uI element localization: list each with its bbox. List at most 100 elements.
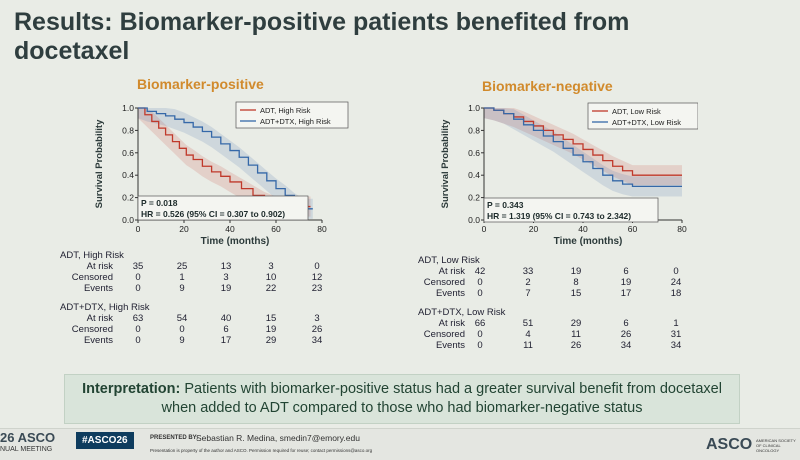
neg-stats-line-0: P = 0.343	[487, 200, 524, 210]
neg-risk-cell: 29	[570, 318, 582, 329]
pos-risk-row-label: At risk	[86, 261, 113, 272]
neg-risk-cell: 24	[670, 277, 682, 288]
neg-risk-cell: 51	[522, 318, 534, 329]
pos-legend-label-0: ADT, High Risk	[260, 106, 311, 115]
pos-risk-cell: 54	[176, 313, 188, 324]
pos-risk-group-name: ADT+DTX, High Risk	[60, 302, 150, 313]
pos-risk-row: Events 0 9 17 29 34	[0, 335, 360, 346]
presenter-name: Sebastian R. Medina, smedin7@emory.edu	[196, 433, 360, 443]
pos-risk-cell: 40	[220, 313, 232, 324]
neg-legend-label-1: ADT+DTX, Low Risk	[612, 118, 681, 127]
pos-risk-cell: 3	[223, 272, 229, 283]
pos-risk-cell: 26	[311, 324, 323, 335]
pos-xtick-label: 80	[317, 224, 327, 234]
neg-risk-row-label: At risk	[438, 318, 465, 329]
interpretation-text: Patients with biomarker-positive status …	[161, 381, 722, 416]
risk-table-negative: ADT, Low Risk At risk 42 33 19 6 0 Censored 0 2 8 1…	[380, 255, 720, 351]
pos-risk-row-label: Events	[83, 335, 113, 346]
pos-risk-cell: 29	[265, 335, 277, 346]
neg-risk-cell: 0	[477, 288, 483, 299]
neg-risk-cell: 8	[573, 277, 579, 288]
pos-risk-cell: 12	[311, 272, 323, 283]
pos-risk-cell: 34	[311, 335, 323, 346]
pos-ytick-label: 0.2	[122, 193, 134, 203]
pos-risk-cell: 25	[176, 261, 188, 272]
neg-ytick-label: 1.0	[468, 103, 480, 113]
interpretation-box: Interpretation: Patients with biomarker-…	[64, 374, 740, 424]
neg-series-line-1	[484, 107, 682, 188]
neg-xtick-label: 60	[628, 224, 638, 234]
neg-xlabel: Time (months)	[554, 236, 623, 247]
neg-ytick-label: 0.0	[468, 215, 480, 225]
neg-risk-row-label: Censored	[423, 277, 465, 288]
pos-stats-line-0: P = 0.018	[141, 198, 178, 208]
neg-risk-cell: 26	[620, 329, 632, 340]
pos-risk-group-name: ADT, High Risk	[60, 250, 124, 261]
neg-risk-cell: 19	[620, 277, 632, 288]
neg-risk-cell: 42	[474, 266, 486, 277]
pos-xtick-label: 0	[136, 224, 141, 234]
neg-risk-cell: 6	[623, 266, 629, 277]
neg-risk-cell: 7	[525, 288, 531, 299]
neg-risk-cell: 2	[525, 277, 531, 288]
pos-risk-cell: 35	[132, 261, 144, 272]
pos-xtick-label: 20	[179, 224, 189, 234]
neg-risk-cell: 17	[620, 288, 632, 299]
neg-risk-cell: 18	[670, 288, 682, 299]
pos-risk-cell: 0	[135, 324, 141, 335]
neg-xtick-label: 20	[529, 224, 539, 234]
pos-risk-cell: 6	[223, 324, 229, 335]
pos-ytick-label: 0.4	[122, 170, 134, 180]
neg-risk-cell: 0	[673, 266, 679, 277]
pos-risk-cell: 10	[265, 272, 277, 283]
neg-risk-cell: 34	[620, 340, 632, 351]
neg-ytick-label: 0.2	[468, 193, 480, 203]
neg-risk-cell: 66	[474, 318, 486, 329]
asco-society-name: AMERICAN SOCIETY OF CLINICAL ONCOLOGY	[756, 438, 796, 453]
panel-title-negative: Biomarker-negative	[482, 78, 613, 94]
pos-xlabel: Time (months)	[201, 236, 270, 246]
neg-risk-group-name: ADT, Low Risk	[418, 255, 480, 266]
km-chart-negative: Survival Probability 0.0 0.2 0.4 0.6 0.8 1.0 0 2…	[440, 102, 698, 247]
km-chart-positive: Survival Probability 0.0 0.2 0.4 0.6 0.8 1.0 0 2…	[94, 101, 349, 246]
pos-xtick-label: 40	[225, 224, 235, 234]
neg-risk-row-label: Events	[435, 288, 465, 299]
pos-stats-box	[137, 195, 309, 221]
pos-risk-cell: 0	[135, 335, 141, 346]
pos-ci-band-1	[138, 108, 313, 219]
pos-risk-cell: 9	[179, 283, 185, 294]
pos-risk-row-label: At risk	[86, 313, 113, 324]
neg-risk-cell: 6	[623, 318, 629, 329]
pos-ytick-label: 0.0	[122, 215, 134, 225]
pos-ytick-label: 1.0	[122, 103, 134, 113]
neg-risk-group-name: ADT+DTX, Low Risk	[418, 307, 506, 318]
pos-stats-line-1: HR = 0.526 (95% CI = 0.307 to 0.902)	[141, 209, 285, 219]
pos-risk-cell: 19	[220, 283, 232, 294]
neg-risk-row: Censored 0 2 8 19 24	[380, 277, 720, 288]
pos-risk-cell: 13	[220, 261, 232, 272]
risk-table-positive: ADT, High Risk At risk 35 25 13 3 0 Censored 0 1 3…	[0, 250, 360, 346]
pos-risk-cell: 0	[135, 283, 141, 294]
neg-ytick-label: 0.6	[468, 148, 480, 158]
pos-series-line-1	[138, 107, 313, 210]
neg-xtick-label: 0	[482, 224, 487, 234]
meeting-subtitle: NUAL MEETING	[0, 446, 53, 453]
pos-risk-row-label: Events	[83, 283, 113, 294]
presented-by-label: PRESENTED BY:	[150, 435, 199, 441]
pos-risk-row-label: Censored	[71, 272, 113, 283]
neg-ytick-label: 0.4	[468, 170, 480, 180]
pos-risk-cell: 22	[265, 283, 277, 294]
pos-ytick-label: 0.8	[122, 125, 134, 135]
neg-stats-box	[483, 197, 659, 223]
pos-risk-cell: 17	[220, 335, 232, 346]
pos-risk-cell: 3	[268, 261, 274, 272]
neg-risk-row-label: Censored	[423, 329, 465, 340]
pos-xtick-label: 60	[271, 224, 281, 234]
pos-risk-cell: 0	[314, 261, 320, 272]
neg-risk-row: Events 0 11 26 34 34	[380, 340, 720, 351]
neg-risk-row: At risk 66 51 29 6 1	[380, 318, 720, 329]
neg-risk-cell: 15	[570, 288, 582, 299]
neg-ytick-label: 0.8	[468, 125, 480, 135]
pos-risk-row: At risk 63 54 40 15 3	[0, 313, 360, 324]
neg-risk-row-label: At risk	[438, 266, 465, 277]
